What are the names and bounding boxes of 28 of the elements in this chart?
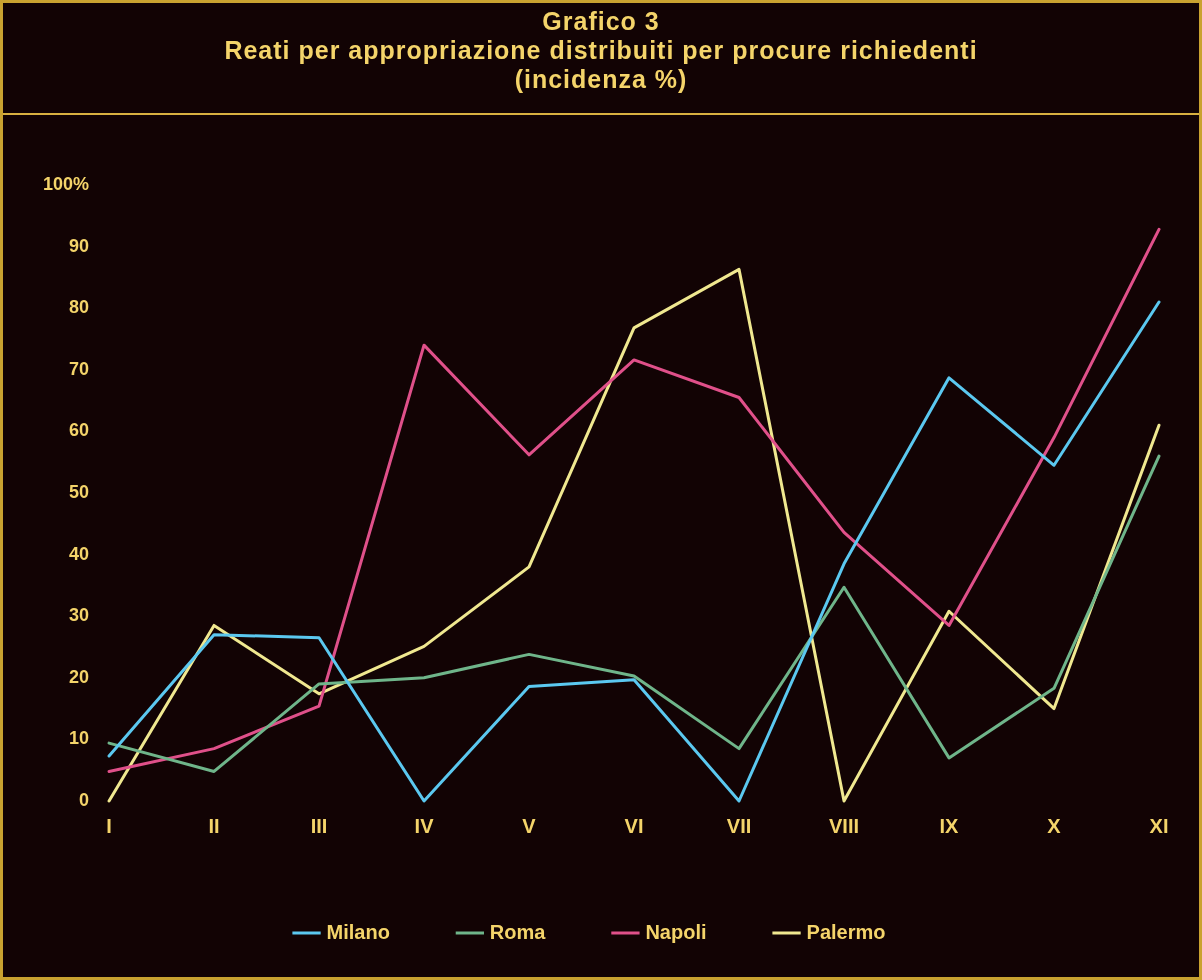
x-tick-label: X — [1047, 814, 1062, 837]
x-tick-label: IV — [414, 814, 435, 837]
x-tick-label: IX — [939, 814, 960, 837]
y-tick-label: 100% — [42, 173, 90, 194]
legend-label: Palermo — [806, 920, 886, 943]
legend-label: Milano — [326, 920, 390, 943]
y-tick-label: 60 — [69, 420, 90, 441]
y-tick-label: 80 — [69, 297, 90, 318]
y-tick-label: 30 — [69, 605, 90, 626]
x-tick-label: VI — [624, 814, 644, 837]
y-tick-label: 40 — [69, 543, 90, 564]
x-tick-label: III — [310, 814, 328, 837]
chart-title: Grafico 3 — [541, 7, 661, 36]
x-tick-label: XI — [1149, 814, 1169, 837]
y-tick-label: 20 — [69, 666, 90, 687]
x-tick-label: II — [208, 814, 220, 837]
y-tick-label: 0 — [79, 789, 90, 810]
x-tick-label: I — [106, 814, 112, 837]
legend-label: Roma — [489, 920, 547, 943]
legend-label: Napoli — [645, 920, 707, 943]
x-tick-label: VIII — [829, 814, 860, 837]
x-tick-label: VII — [726, 814, 752, 837]
y-tick-label: 90 — [69, 235, 90, 256]
y-tick-label: 50 — [69, 481, 90, 502]
x-tick-label: V — [522, 814, 537, 837]
chart-subtitle: Reati per appropriazione distribuiti per procure richiedenti (incidenza %) — [223, 36, 979, 94]
y-tick-label: 10 — [69, 728, 90, 749]
y-tick-label: 70 — [69, 358, 90, 379]
